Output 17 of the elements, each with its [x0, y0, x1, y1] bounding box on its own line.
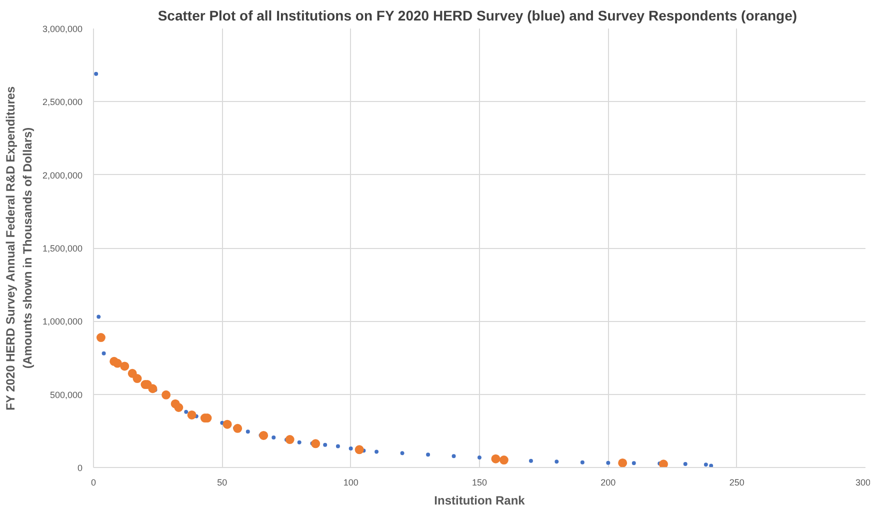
y-tick-label: 2,500,000: [42, 97, 83, 108]
y-tick-label: 1,000,000: [42, 316, 83, 327]
x-tick-label: 200: [600, 478, 616, 488]
chart-title: Scatter Plot of all Institutions on FY 2020 HERD Survey (blue) and Survey Respondents (orange): [158, 8, 798, 24]
x-tick-label: 300: [855, 478, 871, 488]
y-tick-label: 3,000,000: [42, 24, 83, 34]
x-tick-label: 100: [343, 478, 358, 488]
x-tick-label: 0: [90, 478, 96, 488]
x-axis-title: Institution Rank: [434, 494, 526, 508]
x-tick-label: 150: [472, 478, 488, 488]
y-tick-label: 0: [77, 463, 83, 473]
y-tick-label: 1,500,000: [42, 244, 83, 254]
y-tick-label: 2,000,000: [42, 170, 83, 180]
x-tick-label: 50: [217, 478, 228, 488]
y-tick-label: 500,000: [50, 390, 83, 400]
y-axis-title: FY 2020 HERD Survey Annual Federal R&D Expenditures (Amounts shown in Thousands of Dollars): [4, 86, 34, 410]
x-tick-label: 250: [729, 478, 744, 488]
